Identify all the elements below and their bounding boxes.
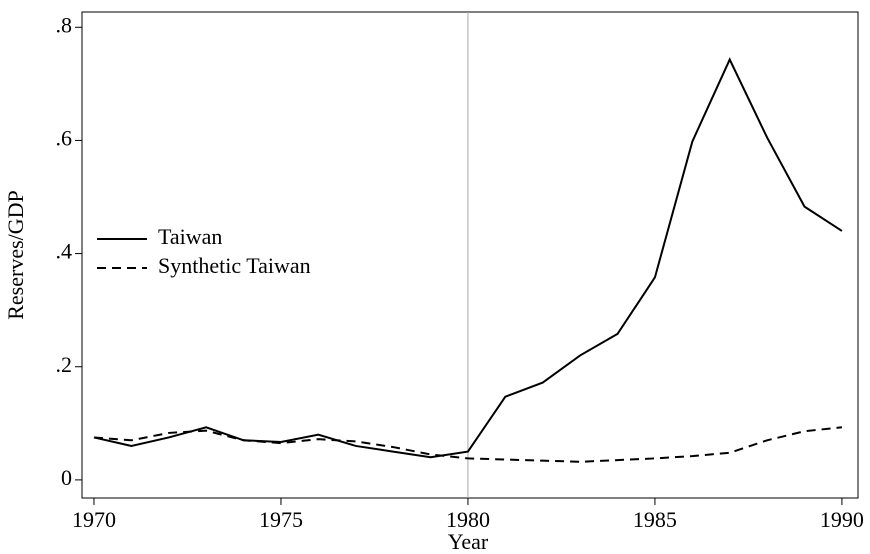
x-tick-label: 1970 — [72, 507, 116, 532]
x-tick-label: 1975 — [259, 507, 303, 532]
y-tick-label: .4 — [56, 239, 73, 264]
x-tick-label: 1980 — [446, 507, 490, 532]
y-tick-label: .6 — [56, 125, 73, 150]
series-line — [93, 426, 843, 463]
y-tick-label: .8 — [56, 12, 73, 37]
x-axis-label: Year — [448, 529, 489, 554]
y-tick-label: 0 — [61, 465, 72, 490]
legend-label: Taiwan — [158, 224, 222, 249]
legend-label: Synthetic Taiwan — [158, 253, 311, 278]
x-tick-label: 1990 — [820, 507, 864, 532]
y-axis-label: Reserves/GDP — [3, 190, 28, 320]
x-tick-label: 1985 — [633, 507, 677, 532]
plot-frame — [81, 11, 859, 499]
y-tick-label: .2 — [56, 352, 73, 377]
series-line — [93, 57, 843, 459]
